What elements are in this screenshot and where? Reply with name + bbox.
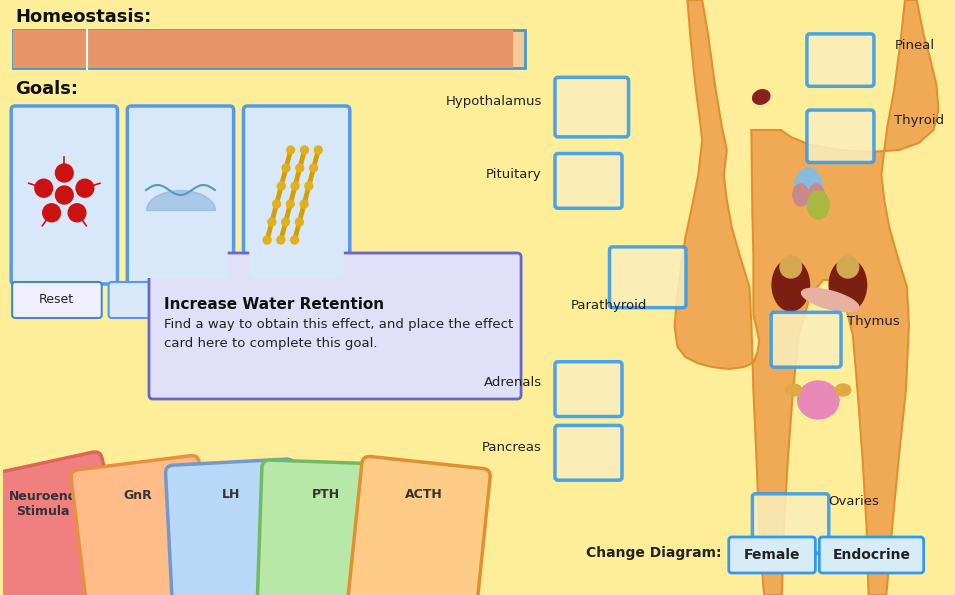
Text: Homeostasis:: Homeostasis: bbox=[15, 8, 151, 26]
FancyBboxPatch shape bbox=[772, 312, 841, 367]
Circle shape bbox=[295, 218, 304, 226]
Ellipse shape bbox=[753, 90, 770, 104]
Circle shape bbox=[76, 179, 94, 197]
FancyBboxPatch shape bbox=[249, 112, 344, 278]
Circle shape bbox=[309, 164, 317, 172]
FancyBboxPatch shape bbox=[819, 537, 923, 573]
Text: Pineal: Pineal bbox=[895, 39, 935, 52]
Text: Goals:: Goals: bbox=[15, 80, 78, 98]
FancyBboxPatch shape bbox=[12, 282, 102, 318]
FancyBboxPatch shape bbox=[109, 282, 152, 318]
FancyBboxPatch shape bbox=[807, 34, 874, 86]
Text: PTH: PTH bbox=[311, 488, 340, 501]
Text: ACTH: ACTH bbox=[405, 488, 443, 502]
FancyBboxPatch shape bbox=[753, 494, 829, 553]
Text: Neuroend
Stimula: Neuroend Stimula bbox=[9, 490, 77, 518]
Text: GnR: GnR bbox=[123, 488, 152, 502]
Circle shape bbox=[68, 204, 86, 222]
FancyBboxPatch shape bbox=[71, 456, 221, 595]
Circle shape bbox=[286, 146, 295, 154]
FancyBboxPatch shape bbox=[555, 77, 628, 137]
Circle shape bbox=[277, 182, 286, 190]
Circle shape bbox=[300, 200, 308, 208]
Text: Pancreas: Pancreas bbox=[482, 441, 541, 455]
Ellipse shape bbox=[786, 384, 801, 396]
Circle shape bbox=[290, 236, 299, 244]
Text: Change Diagram:: Change Diagram: bbox=[586, 546, 722, 560]
FancyBboxPatch shape bbox=[165, 459, 304, 595]
Circle shape bbox=[286, 200, 294, 208]
Ellipse shape bbox=[780, 256, 801, 278]
Circle shape bbox=[314, 146, 322, 154]
FancyBboxPatch shape bbox=[343, 456, 490, 595]
FancyBboxPatch shape bbox=[149, 253, 521, 399]
Circle shape bbox=[291, 182, 299, 190]
FancyBboxPatch shape bbox=[13, 30, 525, 68]
Circle shape bbox=[268, 218, 276, 226]
Circle shape bbox=[277, 236, 285, 244]
Polygon shape bbox=[674, 0, 939, 595]
Text: Thyroid: Thyroid bbox=[895, 114, 944, 127]
Circle shape bbox=[305, 182, 313, 190]
FancyBboxPatch shape bbox=[807, 110, 874, 162]
Circle shape bbox=[55, 164, 74, 182]
Circle shape bbox=[35, 179, 53, 197]
Ellipse shape bbox=[809, 184, 824, 206]
FancyBboxPatch shape bbox=[17, 112, 112, 278]
Text: Thymus: Thymus bbox=[847, 315, 901, 328]
FancyBboxPatch shape bbox=[729, 537, 816, 573]
Text: Increase Water Retention: Increase Water Retention bbox=[163, 297, 384, 312]
FancyBboxPatch shape bbox=[609, 247, 686, 308]
Circle shape bbox=[301, 146, 308, 154]
Ellipse shape bbox=[795, 168, 822, 206]
Circle shape bbox=[264, 236, 271, 244]
Text: Find a way to obtain this effect, and place the effect
card here to complete thi: Find a way to obtain this effect, and pl… bbox=[163, 318, 513, 350]
Text: LH: LH bbox=[222, 488, 240, 501]
FancyBboxPatch shape bbox=[555, 154, 622, 208]
Circle shape bbox=[282, 218, 289, 226]
FancyBboxPatch shape bbox=[555, 362, 622, 416]
Text: Parathyroid: Parathyroid bbox=[571, 299, 647, 312]
FancyBboxPatch shape bbox=[244, 106, 350, 284]
Bar bbox=[13, 30, 513, 68]
Ellipse shape bbox=[837, 256, 859, 278]
Circle shape bbox=[43, 204, 60, 222]
Ellipse shape bbox=[808, 191, 829, 219]
FancyBboxPatch shape bbox=[0, 452, 139, 595]
Text: Ovaries: Ovaries bbox=[829, 495, 880, 508]
FancyBboxPatch shape bbox=[11, 106, 117, 284]
Circle shape bbox=[296, 164, 304, 172]
Circle shape bbox=[55, 186, 74, 204]
Circle shape bbox=[272, 200, 281, 208]
Text: Hypothalamus: Hypothalamus bbox=[446, 95, 541, 108]
FancyBboxPatch shape bbox=[555, 425, 622, 480]
Text: Pituitary: Pituitary bbox=[486, 168, 541, 181]
Text: Female: Female bbox=[744, 548, 800, 562]
Ellipse shape bbox=[797, 381, 839, 419]
Ellipse shape bbox=[793, 184, 809, 206]
FancyBboxPatch shape bbox=[127, 106, 234, 284]
Ellipse shape bbox=[829, 259, 866, 311]
Text: Adrenals: Adrenals bbox=[484, 376, 541, 389]
Ellipse shape bbox=[835, 384, 851, 396]
Ellipse shape bbox=[801, 289, 859, 312]
Circle shape bbox=[282, 164, 290, 172]
FancyBboxPatch shape bbox=[134, 112, 227, 278]
FancyBboxPatch shape bbox=[256, 460, 391, 595]
Ellipse shape bbox=[772, 259, 810, 311]
Text: Endocrine: Endocrine bbox=[833, 548, 910, 562]
Text: Reset: Reset bbox=[39, 293, 74, 305]
